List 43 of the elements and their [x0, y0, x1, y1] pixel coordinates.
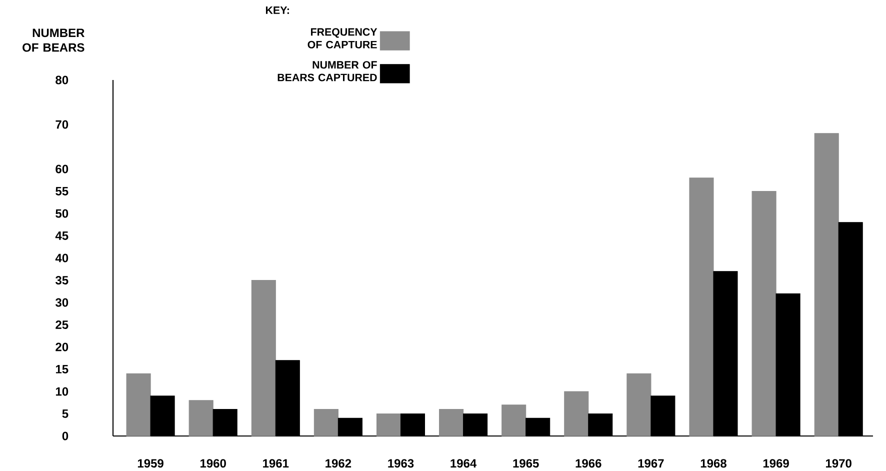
- x-tick-label: 1959: [138, 459, 164, 468]
- y-tick-label: 55: [56, 187, 68, 196]
- bar: [439, 409, 464, 436]
- bar: [251, 280, 276, 436]
- y-tick-label: 35: [55, 276, 68, 284]
- x-tick-label: 1970: [826, 459, 852, 468]
- y-tick-label: 45: [55, 232, 68, 240]
- legend-label: FREQUENCY OF CAPTURE: [308, 28, 378, 48]
- bar: [564, 391, 589, 436]
- y-tick-label: 30: [55, 298, 68, 307]
- y-tick-label: 15: [56, 365, 68, 374]
- y-tick-label: 5: [62, 410, 68, 418]
- bar: [689, 178, 714, 436]
- x-tick-label: 1968: [700, 459, 726, 468]
- y-tick-label: 0: [62, 432, 68, 440]
- bar: [626, 373, 652, 436]
- legend-label: NUMBER OF BEARS CAPTURED: [278, 61, 377, 82]
- x-tick-label: 1966: [576, 459, 602, 468]
- y-axis-title: NUMBER OF BEARS: [22, 28, 84, 52]
- y-tick-label: 40: [55, 254, 68, 262]
- y-tick-label: 25: [56, 320, 68, 329]
- y-tick-label: 50: [56, 209, 68, 218]
- x-tick-label: 1961: [263, 459, 289, 468]
- bar: [376, 413, 402, 436]
- x-tick-label: 1960: [200, 459, 226, 468]
- bar: [314, 409, 338, 436]
- x-tick-label: 1965: [513, 459, 539, 468]
- y-tick-label: 80: [56, 76, 68, 84]
- x-tick-label: 1967: [638, 459, 664, 468]
- x-tick-label: 1962: [326, 459, 352, 468]
- bar: [502, 404, 526, 436]
- bar: [814, 133, 839, 436]
- bar: [126, 373, 151, 436]
- x-tick-label: 1969: [763, 459, 789, 468]
- y-tick-label: 70: [56, 120, 68, 129]
- y-tick-label: 20: [56, 342, 68, 352]
- y-tick-label: 60: [56, 164, 68, 174]
- legend-title: KEY:: [266, 6, 289, 14]
- x-tick-label: 1963: [388, 459, 414, 468]
- y-tick-label: 10: [56, 387, 68, 396]
- x-tick-label: 1964: [450, 459, 477, 468]
- bar: [752, 190, 776, 436]
- bar: [188, 400, 214, 436]
